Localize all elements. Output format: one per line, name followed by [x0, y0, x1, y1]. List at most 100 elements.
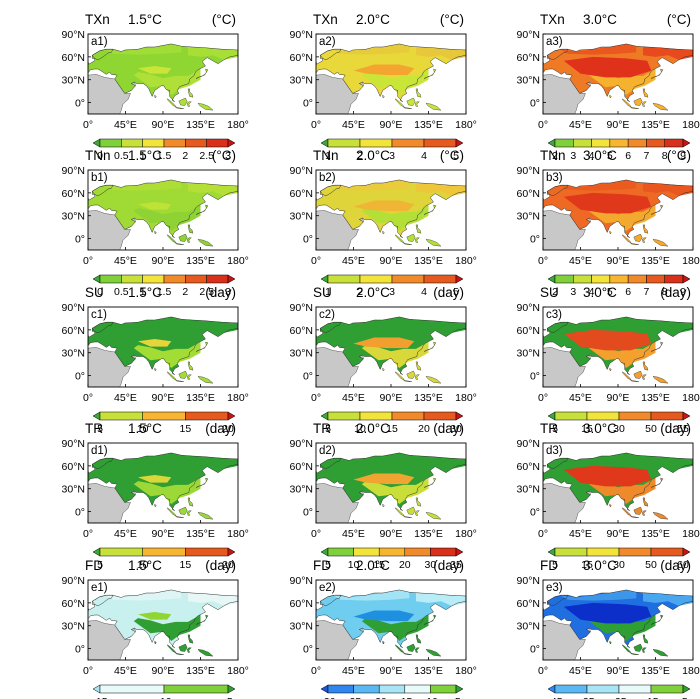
y-tick-label: 0°: [530, 98, 540, 110]
y-tick-label: 60°N: [290, 461, 313, 473]
core-zone: [353, 610, 415, 622]
colorbar-segment: [591, 274, 611, 284]
colorbar-segment: [554, 274, 574, 284]
coastline-scandinavia: [91, 184, 114, 197]
x-tick-label: 90°E: [152, 528, 175, 540]
colorbar-high-arrow: [455, 547, 464, 557]
y-tick-label: 90°N: [290, 165, 313, 177]
north-band-zone: [332, 589, 410, 601]
island-7: [197, 649, 214, 657]
island-5: [174, 106, 184, 109]
africa-no-data: [316, 620, 359, 660]
map-panel-a1: TXn 1.5°C (°C) a1) 90°N 60°N 30°N 0° 0° 45°E 90°E 1…: [62, 12, 249, 162]
scandinavia-land: [320, 458, 341, 469]
x-tick-label: 90°E: [607, 119, 630, 131]
unit-label: (day): [205, 558, 236, 573]
scenario-label: 1.5°C: [128, 558, 162, 573]
x-tick-label: 45°E: [114, 119, 137, 131]
colorbar-level: 3: [570, 150, 576, 162]
colorbar-level: 10: [354, 423, 366, 435]
colorbar-level: 4: [421, 286, 427, 298]
x-tick-label: 135°E: [186, 665, 215, 677]
south-zone: [133, 341, 201, 368]
colorbar-level: 4: [589, 286, 595, 298]
island-8: [382, 640, 385, 645]
unit-label: (°C): [667, 148, 691, 163]
y-tick-label: 60°N: [517, 52, 540, 64]
island-6: [642, 634, 649, 644]
x-tick-label: 45°E: [114, 665, 137, 677]
africa-no-data: [88, 74, 131, 114]
x-tick-label: 135°E: [186, 392, 215, 404]
africa-no-data: [316, 347, 359, 387]
map-area: e3) 90°N 60°N 30°N 0° 0° 45°E 90°E 135°E 180°: [517, 575, 700, 677]
colorbar-high-arrow: [455, 411, 464, 421]
x-tick-label: 135°E: [641, 665, 670, 677]
colorbar-level: 1.5: [157, 150, 172, 162]
value-zones: [104, 179, 238, 231]
coastline: [316, 452, 466, 512]
colorbar-high-arrow: [227, 547, 236, 557]
coastline-scandinavia: [546, 594, 569, 607]
map-area: c3) 90°N 60°N 30°N 0° 0° 45°E 90°E 135°E 180°: [517, 302, 700, 404]
colorbar-low-arrow: [92, 138, 101, 148]
colorbar-level: 20: [399, 559, 411, 571]
y-tick-label: 60°N: [62, 461, 85, 473]
colorbar-level: -30: [320, 696, 335, 699]
value-zones: [559, 316, 693, 368]
scandinavia-land: [320, 322, 341, 333]
island-4: [414, 101, 420, 107]
colorbar-level: 2: [182, 286, 188, 298]
x-tick-label: 180°: [455, 119, 477, 131]
x-tick-label: 45°E: [569, 255, 592, 267]
y-tick-label: 30°N: [290, 621, 313, 633]
unit-label: (day): [660, 558, 691, 573]
island-3: [633, 370, 643, 379]
x-tick-label: 135°E: [641, 255, 670, 267]
y-tick-label: 0°: [303, 371, 313, 383]
scenario-label: 1.5°C: [128, 421, 162, 436]
colorbar-segment: [586, 684, 620, 694]
africa-no-data: [543, 483, 586, 523]
colorbar-segment: [430, 547, 457, 557]
x-tick-label: 0°: [83, 665, 93, 677]
coastline-scandinavia: [319, 594, 342, 607]
colorbar-level: 15: [373, 559, 385, 571]
x-tick-label: 0°: [311, 255, 321, 267]
y-tick-label: 30°N: [290, 211, 313, 223]
colorbar-segment: [650, 411, 684, 421]
island-3: [406, 506, 416, 515]
index-name: FD: [313, 558, 331, 573]
panel-label: c1): [91, 309, 107, 321]
y-tick-label: 0°: [75, 507, 85, 519]
x-tick-label: 135°E: [186, 119, 215, 131]
coastline: [316, 179, 466, 239]
island-6: [642, 224, 649, 234]
unit-label: (day): [433, 421, 464, 436]
index-name: TR: [540, 421, 558, 436]
y-tick-label: 60°N: [517, 188, 540, 200]
coastline-scandinavia: [319, 184, 342, 197]
africa-no-data: [543, 74, 586, 114]
colorbar-level: -10: [423, 696, 438, 699]
island-8: [154, 94, 157, 99]
y-tick-label: 90°N: [290, 438, 313, 450]
africa-no-data: [543, 210, 586, 250]
index-name: FD: [540, 558, 558, 573]
colorbar-level: 3: [225, 150, 231, 162]
colorbar-segment: [99, 411, 143, 421]
panel-label: e2): [319, 582, 336, 594]
island-7: [425, 376, 442, 384]
colorbar-segment: [185, 411, 229, 421]
north-band-zone: [332, 452, 410, 464]
island-8: [609, 367, 612, 372]
coastline-scandinavia: [319, 48, 342, 61]
colorbar-level: 9: [680, 286, 686, 298]
y-tick-label: 0°: [530, 234, 540, 246]
island-4: [414, 647, 420, 653]
colorbar-segment: [650, 684, 684, 694]
africa-no-data: [316, 483, 359, 523]
y-tick-label: 0°: [75, 98, 85, 110]
colorbar-level: -5: [223, 696, 232, 699]
coastline: [316, 316, 466, 376]
